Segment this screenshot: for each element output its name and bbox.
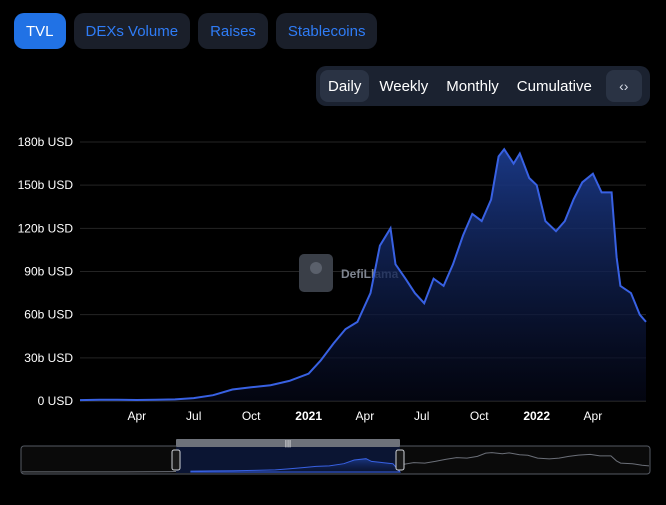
brush-selection-area — [190, 458, 402, 473]
period-weekly-button[interactable]: Weekly — [379, 77, 429, 95]
tvl-area — [80, 149, 646, 401]
x-tick-label: 2021 — [295, 409, 322, 423]
period-selector: Daily Weekly Monthly Cumulative ‹› — [316, 66, 650, 106]
period-cumulative-button[interactable]: Cumulative — [516, 77, 592, 95]
brush-left-handle[interactable] — [171, 449, 181, 471]
x-tick-label: Apr — [356, 409, 375, 423]
period-monthly-button[interactable]: Monthly — [446, 77, 499, 95]
x-tick-label: Oct — [470, 409, 489, 423]
x-tick-label: 2022 — [523, 409, 550, 423]
tab-tvl[interactable]: TVL — [14, 13, 66, 49]
grip-icon: ||| — [285, 439, 291, 448]
chart-tabs: TVL DEXs Volume Raises Stablecoins — [14, 13, 378, 49]
tab-stablecoins[interactable]: Stablecoins — [275, 13, 378, 49]
period-daily-button[interactable]: Daily — [320, 70, 370, 102]
x-tick-label: Jul — [186, 409, 201, 423]
x-tick-label: Oct — [242, 409, 261, 423]
x-tick-label: Apr — [128, 409, 147, 423]
x-tick-label: Jul — [414, 409, 429, 423]
y-tick-label: 90b USD — [24, 265, 73, 279]
code-icon: ‹› — [619, 78, 629, 94]
embed-code-button[interactable]: ‹› — [605, 70, 642, 102]
y-tick-label: 120b USD — [18, 221, 74, 235]
y-tick-label: 180b USD — [18, 135, 74, 149]
y-axis: 0 USD 30b USD 60b USD 90b USD 120b USD 150b U… — [18, 135, 74, 408]
tvl-line — [79, 147, 647, 402]
range-brush[interactable]: ||| — [20, 439, 651, 475]
y-tick-label: 0 USD — [38, 394, 74, 408]
y-tick-label: 30b USD — [24, 351, 73, 365]
x-tick-label: Apr — [584, 409, 603, 423]
brush-slider[interactable] — [176, 439, 400, 447]
x-axis: Apr Jul Oct 2021 Apr Jul Oct 2022 Apr — [128, 409, 603, 423]
y-tick-label: 150b USD — [18, 178, 74, 192]
tab-dexs-volume[interactable]: DEXs Volume — [73, 13, 191, 49]
y-tick-label: 60b USD — [24, 308, 73, 322]
tab-raises[interactable]: Raises — [198, 13, 268, 49]
brush-right-handle[interactable] — [395, 449, 405, 471]
